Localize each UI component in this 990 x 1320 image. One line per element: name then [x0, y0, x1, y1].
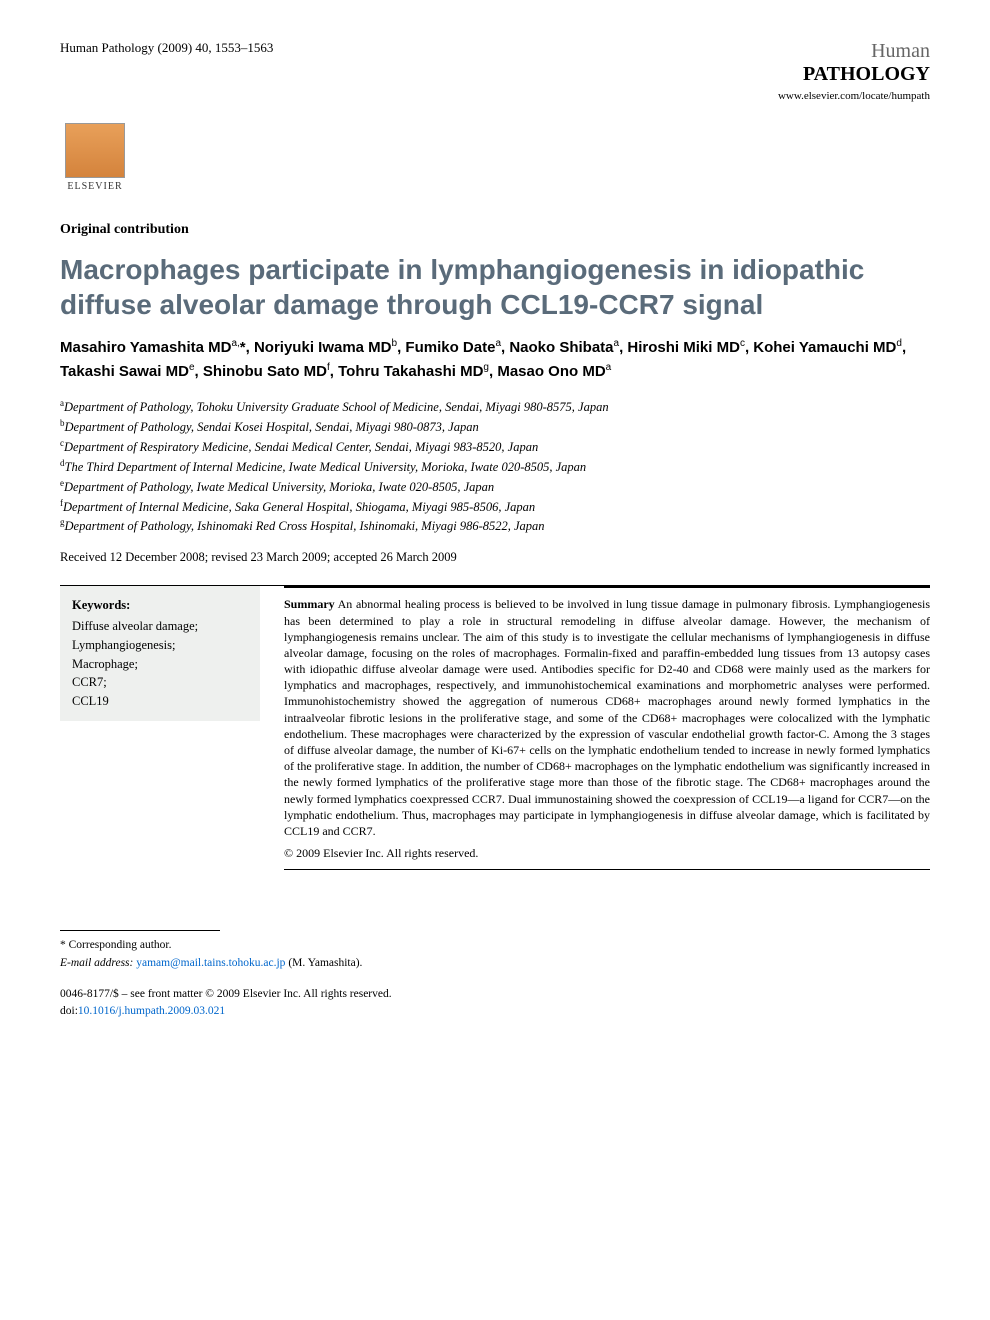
journal-url: www.elsevier.com/locate/humpath — [778, 90, 930, 102]
email-suffix: (M. Yamashita). — [285, 957, 362, 969]
keywords-box: Keywords: Diffuse alveolar damage;Lympha… — [60, 586, 260, 721]
abstract-row: Keywords: Diffuse alveolar damage;Lympha… — [60, 585, 930, 870]
affiliation-line: dThe Third Department of Internal Medici… — [60, 457, 930, 477]
elsevier-text: ELSEVIER — [67, 181, 122, 192]
summary-column: Summary An abnormal healing process is b… — [284, 585, 930, 870]
article-dates: Received 12 December 2008; revised 23 Ma… — [60, 550, 930, 565]
affiliation-line: gDepartment of Pathology, Ishinomaki Red… — [60, 516, 930, 536]
authors-list: Masahiro Yamashita MDa,*, Noriyuki Iwama… — [60, 336, 930, 383]
keyword-item: CCL19 — [72, 692, 248, 711]
journal-block: Human PATHOLOGY www.elsevier.com/locate/… — [778, 40, 930, 102]
front-matter-line: 0046-8177/$ – see front matter © 2009 El… — [60, 986, 930, 1003]
journal-name-bold: PATHOLOGY — [803, 63, 930, 85]
publication-info: 0046-8177/$ – see front matter © 2009 El… — [60, 986, 930, 1021]
affiliation-line: eDepartment of Pathology, Iwate Medical … — [60, 477, 930, 497]
keyword-item: Macrophage; — [72, 655, 248, 674]
email-link[interactable]: yamam@mail.tains.tohoku.ac.jp — [136, 957, 285, 969]
affiliation-line: bDepartment of Pathology, Sendai Kosei H… — [60, 417, 930, 437]
affiliations-list: aDepartment of Pathology, Tohoku Univers… — [60, 397, 930, 536]
keyword-item: Lymphangiogenesis; — [72, 636, 248, 655]
summary-text: An abnormal healing process is believed … — [284, 597, 930, 838]
journal-name-light: Human — [871, 40, 930, 62]
email-label: E-mail address: — [60, 957, 133, 969]
section-label: Original contribution — [60, 222, 930, 238]
logo-row: ELSEVIER — [60, 112, 930, 192]
elsevier-logo: ELSEVIER — [60, 112, 130, 192]
elsevier-tree-icon — [65, 123, 125, 178]
article-title: Macrophages participate in lymphangiogen… — [60, 252, 930, 322]
journal-name: Human PATHOLOGY — [778, 40, 930, 86]
email-line: E-mail address: yamam@mail.tains.tohoku.… — [60, 955, 930, 972]
keyword-item: CCR7; — [72, 673, 248, 692]
doi-link[interactable]: 10.1016/j.humpath.2009.03.021 — [78, 1005, 225, 1017]
affiliation-line: cDepartment of Respiratory Medicine, Sen… — [60, 437, 930, 457]
keywords-items: Diffuse alveolar damage;Lymphangiogenesi… — [72, 617, 248, 711]
doi-prefix: doi: — [60, 1005, 78, 1017]
copyright-line: © 2009 Elsevier Inc. All rights reserved… — [284, 845, 930, 861]
keyword-item: Diffuse alveolar damage; — [72, 617, 248, 636]
header-row: Human Pathology (2009) 40, 1553–1563 Hum… — [60, 40, 930, 102]
footnote-separator — [60, 930, 220, 931]
footnotes: * Corresponding author. E-mail address: … — [60, 937, 930, 972]
citation-text: Human Pathology (2009) 40, 1553–1563 — [60, 40, 273, 56]
affiliation-line: aDepartment of Pathology, Tohoku Univers… — [60, 397, 930, 417]
keywords-heading: Keywords: — [72, 596, 248, 615]
corresponding-author-note: * Corresponding author. — [60, 937, 930, 954]
affiliation-line: fDepartment of Internal Medicine, Saka G… — [60, 497, 930, 517]
doi-line: doi:10.1016/j.humpath.2009.03.021 — [60, 1003, 930, 1020]
summary-label: Summary — [284, 597, 335, 611]
